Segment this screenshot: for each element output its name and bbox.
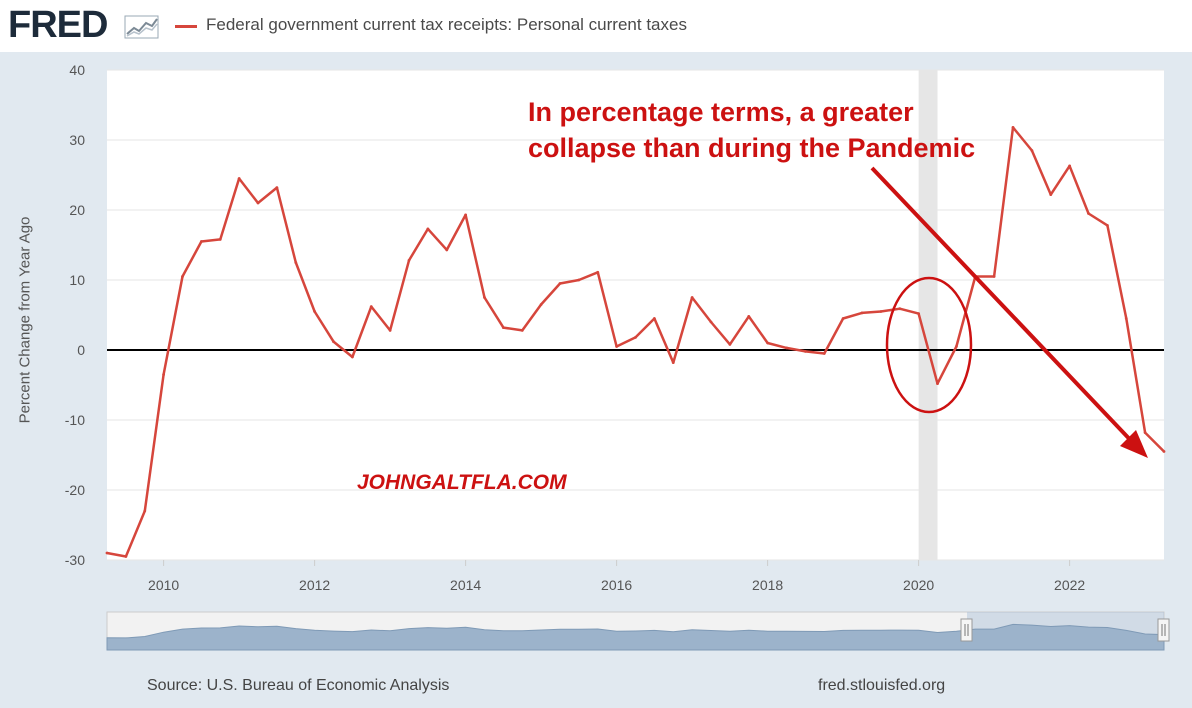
data-point xyxy=(917,312,921,315)
data-point xyxy=(464,213,468,217)
data-point xyxy=(803,350,807,353)
data-point xyxy=(690,296,694,299)
navigator-left-handle[interactable] xyxy=(960,618,973,642)
x-tick-label: 2022 xyxy=(1054,577,1085,593)
x-tick-label: 2010 xyxy=(148,577,179,593)
y-tick-label: 20 xyxy=(69,202,85,218)
data-point xyxy=(1049,193,1053,197)
data-point xyxy=(445,248,449,252)
data-point xyxy=(332,340,335,343)
data-point xyxy=(426,227,430,231)
navigator-right-handle[interactable] xyxy=(1157,618,1170,642)
data-point xyxy=(1011,126,1015,129)
data-point xyxy=(822,352,826,355)
data-point xyxy=(313,310,317,313)
watermark-text: JOHNGALTFLA.COM xyxy=(357,471,567,494)
data-point xyxy=(1162,450,1166,453)
data-point xyxy=(256,201,260,205)
pandemic-circle-annotation xyxy=(885,276,973,414)
data-point xyxy=(407,259,411,262)
legend-label[interactable]: Federal government current tax receipts:… xyxy=(206,15,687,34)
data-point xyxy=(709,320,713,324)
series-points xyxy=(105,126,1166,558)
data-point xyxy=(483,296,486,299)
x-tick-label: 2016 xyxy=(601,577,632,593)
data-point xyxy=(1143,431,1147,434)
data-point xyxy=(199,240,203,243)
y-tick-label: -30 xyxy=(65,552,85,568)
data-point xyxy=(294,261,298,264)
data-point xyxy=(1030,149,1034,152)
data-point xyxy=(181,275,184,278)
data-point xyxy=(671,361,675,364)
data-point xyxy=(1105,224,1109,227)
x-tick-labels: 2010 2012 2014 2016 2018 2020 2022 xyxy=(148,560,1085,593)
data-point xyxy=(954,345,958,348)
fred-logo[interactable]: FRED xyxy=(8,4,108,46)
chart-header: FRED Federal government current tax rece… xyxy=(0,0,1192,52)
data-point xyxy=(860,311,864,315)
source-note: Source: U.S. Bureau of Economic Analysis xyxy=(147,677,450,694)
data-point xyxy=(747,315,751,318)
data-point xyxy=(898,307,902,311)
y-tick-label: 30 xyxy=(69,132,85,148)
data-point xyxy=(520,329,524,332)
y-tick-label: -10 xyxy=(65,412,85,428)
data-point xyxy=(1068,164,1072,168)
data-point xyxy=(105,551,109,555)
data-point xyxy=(577,278,581,282)
data-point xyxy=(124,555,128,558)
data-point xyxy=(237,177,241,180)
annotation-text-line-2: collapse than during the Pandemic xyxy=(528,133,975,163)
data-point xyxy=(992,275,996,278)
annotation-arrow-line xyxy=(870,166,1140,450)
data-point xyxy=(1124,317,1128,320)
data-point xyxy=(369,305,373,308)
navigator-series-area xyxy=(106,623,1165,651)
chart-line-icon xyxy=(124,15,159,39)
annotation-text-line-1: In percentage terms, a greater xyxy=(528,97,914,127)
x-tick-label: 2018 xyxy=(752,577,783,593)
source-url[interactable]: fred.stlouisfed.org xyxy=(818,677,946,694)
data-point xyxy=(652,317,656,320)
data-point xyxy=(275,186,279,190)
data-point xyxy=(501,326,505,329)
x-tick-label: 2012 xyxy=(299,577,330,593)
data-point xyxy=(766,341,770,345)
data-point xyxy=(728,343,732,346)
y-tick-label: 0 xyxy=(77,342,85,358)
data-point xyxy=(615,345,619,348)
plot-area xyxy=(107,70,1164,560)
data-point xyxy=(162,373,166,376)
x-tick-label: 2020 xyxy=(903,577,934,593)
data-point xyxy=(879,310,883,313)
data-point xyxy=(218,238,222,241)
y-tick-label: -20 xyxy=(65,482,85,498)
data-point xyxy=(596,270,600,274)
legend-swatch xyxy=(175,25,197,28)
data-point xyxy=(634,336,637,339)
data-point xyxy=(539,303,543,306)
y-tick-label: 10 xyxy=(69,272,85,288)
data-point xyxy=(936,382,939,385)
data-point xyxy=(558,282,562,285)
data-point xyxy=(143,509,147,513)
data-point xyxy=(785,346,788,350)
data-point xyxy=(1087,212,1090,215)
recession-shading xyxy=(918,70,938,560)
y-tick-label: 40 xyxy=(69,62,85,78)
data-point xyxy=(388,329,392,332)
data-point xyxy=(841,317,845,320)
annotation-arrow-head xyxy=(1120,430,1148,458)
x-tick-label: 2014 xyxy=(450,577,481,593)
y-tick-labels: 40 30 20 10 0 -10 -20 -30 xyxy=(65,62,85,568)
data-point xyxy=(350,355,354,359)
